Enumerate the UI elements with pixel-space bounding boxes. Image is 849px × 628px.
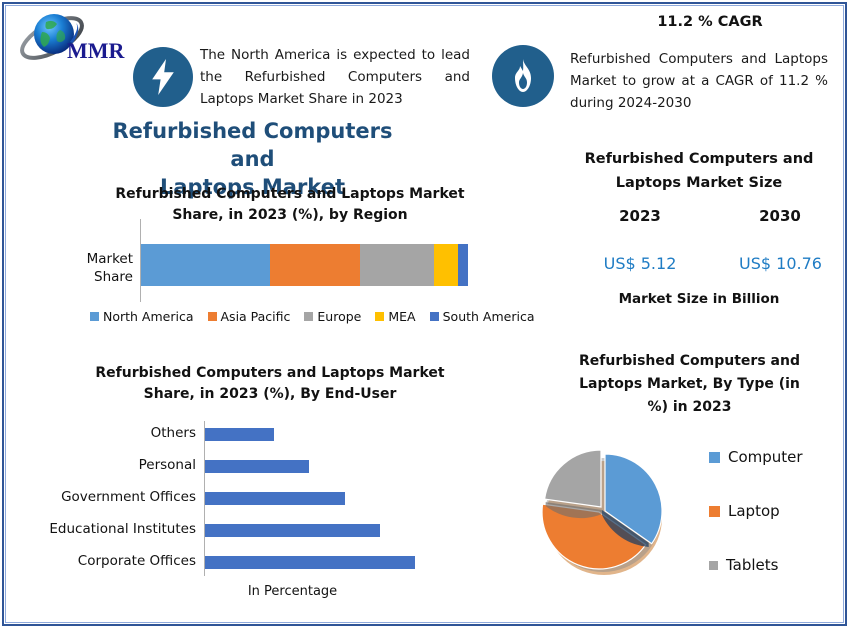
enduser-category-personal: Personal [138, 457, 196, 473]
legend-item-europe[interactable]: Europe [304, 309, 361, 324]
legend-swatch-mea [375, 312, 385, 321]
market-size-title-line1: Refurbished Computers and [584, 151, 814, 167]
legend-item-tablets[interactable]: Tablets [709, 556, 839, 574]
legend-label-mea: MEA [388, 309, 416, 324]
enduser-bar-corporate-offices[interactable] [205, 556, 415, 569]
enduser-category-educational-institutes: Educational Institutes [49, 521, 196, 537]
type-chart-title-line3: %) in 2023 [647, 399, 732, 415]
enduser-chart-title-line1: Refurbished Computers and Laptops Market [95, 365, 445, 381]
type-chart-title-line1: Refurbished Computers and [579, 353, 800, 369]
market-size-footnote: Market Size in Billion [618, 291, 780, 307]
enduser-category-others: Others [150, 425, 196, 441]
page-title: Refurbished Computers and Laptops Market [90, 117, 415, 201]
enduser-bar-government-offices[interactable] [205, 492, 345, 505]
market-size-year-start: 2023 [619, 207, 661, 225]
enduser-chart-title: Refurbished Computers and Laptops Market… [45, 363, 495, 405]
region-chart-category-label: Market Share [35, 250, 133, 286]
legend-item-north-america[interactable]: North America [90, 309, 194, 324]
enduser-axis-caption: In Percentage [247, 584, 338, 599]
type-chart-title-line2: Laptops Market, By Type (in [579, 376, 800, 392]
region-chart-legend: North America Asia Pacific Europe MEA So… [90, 309, 534, 324]
stack-segment-south-america[interactable] [458, 244, 468, 286]
flame-icon-circle [492, 45, 554, 107]
legend-label-computer: Computer [728, 448, 803, 466]
enduser-chart-axis [204, 421, 205, 576]
flame-icon [515, 59, 531, 92]
stack-segment-europe[interactable] [360, 244, 434, 286]
legend-item-mea[interactable]: MEA [375, 309, 416, 324]
legend-swatch-north-america [90, 312, 99, 321]
market-size-value-start: US$ 5.12 [603, 254, 677, 273]
enduser-category-corporate-offices: Corporate Offices [77, 553, 196, 569]
region-chart-category-line2: Share [94, 269, 133, 285]
legend-swatch-tablets [709, 560, 718, 570]
pie-svg [541, 449, 663, 575]
svg-text:MMR: MMR [67, 38, 126, 63]
legend-item-laptop[interactable]: Laptop [709, 502, 839, 520]
legend-swatch-computer [709, 451, 720, 463]
market-size-value-end: US$ 10.76 [739, 254, 822, 273]
enduser-bar-educational-institutes[interactable] [205, 524, 380, 537]
pie-slice-computer[interactable] [604, 453, 663, 545]
region-chart-title: Refurbished Computers and Laptops Market… [95, 184, 485, 226]
legend-item-asia-pacific[interactable]: Asia Pacific [207, 309, 291, 324]
enduser-category-government-offices: Government Offices [61, 489, 196, 505]
legend-item-computer[interactable]: Computer [709, 448, 839, 466]
region-chart-category-line1: Market [86, 251, 133, 267]
region-chart-axis [140, 219, 141, 302]
page-title-line1: Refurbished Computers and [112, 119, 393, 171]
market-size-title-line2: Laptops Market Size [615, 175, 783, 191]
mmr-logo: MMR [18, 8, 130, 70]
type-chart-legend: Computer Laptop Tablets [709, 448, 839, 610]
legend-label-south-america: South America [442, 309, 535, 324]
legend-label-asia-pacific: Asia Pacific [220, 309, 291, 324]
market-size-title: Refurbished Computers and Laptops Market… [566, 147, 832, 195]
legend-label-laptop: Laptop [728, 502, 780, 520]
legend-label-north-america: North America [103, 309, 194, 324]
enduser-chart-title-line2: Share, in 2023 (%), By End-User [143, 386, 397, 402]
region-chart-title-line2: Share, in 2023 (%), by Region [172, 207, 408, 223]
type-chart-title: Refurbished Computers and Laptops Market… [562, 350, 817, 419]
market-size-year-end: 2030 [759, 207, 801, 225]
legend-swatch-south-america [429, 312, 439, 321]
page-title-line2: Laptops Market [159, 175, 345, 199]
stack-segment-north-america[interactable] [141, 244, 270, 286]
type-pie-chart [530, 432, 680, 592]
header-callout-text: The North America is expected to lead th… [200, 47, 470, 107]
enduser-bar-personal[interactable] [205, 460, 309, 473]
legend-item-south-america[interactable]: South America [429, 309, 535, 324]
pie-slice-laptop[interactable] [541, 503, 647, 570]
cagr-headline: 11.2 % CAGR [657, 14, 763, 30]
legend-swatch-europe [304, 312, 314, 321]
legend-swatch-asia-pacific [207, 312, 217, 321]
legend-swatch-laptop [709, 505, 720, 517]
pie-slice-tablets-wedge[interactable] [543, 449, 602, 508]
lightning-bolt-icon [152, 59, 174, 95]
lightning-bolt-icon-circle [133, 47, 193, 107]
stack-segment-mea[interactable] [434, 244, 458, 286]
stack-segment-asia-pacific[interactable] [270, 244, 360, 286]
region-chart-title-line1: Refurbished Computers and Laptops Market [115, 186, 465, 202]
region-stacked-bar [141, 244, 468, 286]
enduser-bar-others[interactable] [205, 428, 274, 441]
legend-label-tablets: Tablets [726, 556, 779, 574]
globe-logo-icon: MMR [20, 14, 126, 63]
legend-label-europe: Europe [317, 309, 362, 324]
cagr-description: Refurbished Computers and Laptops Market… [570, 51, 828, 111]
